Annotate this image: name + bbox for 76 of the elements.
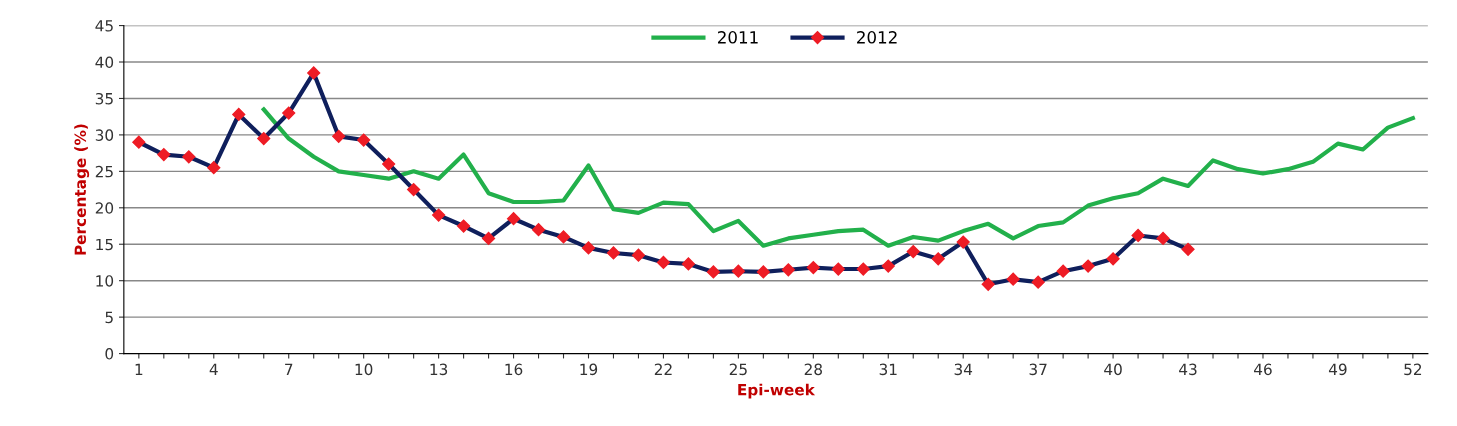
point: [1056, 264, 1070, 278]
legend-label: 2012: [857, 31, 897, 44]
point: [981, 277, 995, 291]
point: [856, 262, 870, 276]
point: [1006, 272, 1020, 286]
x-tick-label: 40: [1104, 363, 1122, 376]
point: [1156, 231, 1170, 245]
y-tick-label: 35: [95, 92, 113, 105]
line-series: [261, 107, 1415, 248]
point: [332, 129, 346, 143]
y-tick-label: 10: [96, 275, 114, 287]
point: [382, 157, 396, 171]
x-tick-label: 13: [430, 363, 448, 376]
point: [956, 235, 970, 249]
point: [232, 107, 246, 122]
x-tick-label: 7: [285, 363, 293, 375]
x-tick-label: 34: [954, 363, 973, 376]
point: [706, 265, 720, 279]
x-tick-label: 1: [135, 363, 143, 375]
point: [531, 223, 546, 237]
point: [806, 260, 820, 275]
x-tick-label: 46: [1254, 363, 1272, 376]
point: [307, 66, 321, 80]
x-axis-title: Epi-week: [738, 383, 816, 399]
x-tick-label: 25: [729, 363, 747, 376]
point: [931, 252, 945, 266]
x-tick-label: 37: [1029, 363, 1047, 376]
x-tick-label: 10: [355, 363, 373, 376]
point: [457, 219, 471, 233]
point: [182, 150, 196, 164]
point: [681, 257, 696, 271]
point: [606, 246, 621, 260]
point: [357, 133, 371, 147]
x-tick-label: 49: [1328, 363, 1347, 376]
point: [407, 182, 421, 197]
y-axis-title: Percentage (%): [74, 124, 90, 255]
point: [506, 212, 521, 226]
y-tick-label: 45: [95, 20, 113, 32]
point: [257, 131, 271, 146]
y-tick-label: 25: [95, 165, 113, 178]
point: [1181, 242, 1195, 256]
point: [581, 241, 596, 255]
point: [906, 244, 920, 259]
y-tick-label: 0: [105, 348, 114, 360]
x-tick-label: 22: [654, 363, 672, 375]
x-tick-label: 31: [879, 363, 897, 376]
y-tick-label: 20: [95, 202, 114, 214]
point: [1106, 252, 1120, 266]
x-tick-label: 19: [580, 363, 598, 376]
point: [432, 208, 446, 222]
x-tick-label: 4: [209, 363, 218, 375]
point: [831, 262, 845, 276]
x-tick-label: 28: [804, 363, 822, 376]
point: [881, 259, 895, 273]
point: [1131, 228, 1145, 243]
point: [731, 264, 745, 278]
x-tick-label: 43: [1179, 363, 1197, 376]
point: [1031, 275, 1045, 289]
point: [556, 230, 571, 244]
y-tick-label: 30: [95, 129, 114, 141]
point: [132, 135, 146, 149]
point: [656, 255, 671, 270]
x-tick-label: 16: [505, 363, 523, 376]
point: [481, 231, 496, 245]
point: [631, 248, 646, 262]
point: [282, 106, 296, 120]
y-tick-label: 40: [95, 56, 114, 69]
point: [1081, 259, 1095, 273]
y-tick-label: 5: [105, 311, 113, 324]
y-tick-label: 15: [96, 238, 113, 251]
point: [207, 161, 221, 175]
point: [756, 265, 770, 279]
point: [157, 147, 171, 162]
x-tick-label: 52: [1404, 363, 1422, 376]
legend-label: 2011: [717, 31, 758, 44]
point: [781, 263, 795, 277]
